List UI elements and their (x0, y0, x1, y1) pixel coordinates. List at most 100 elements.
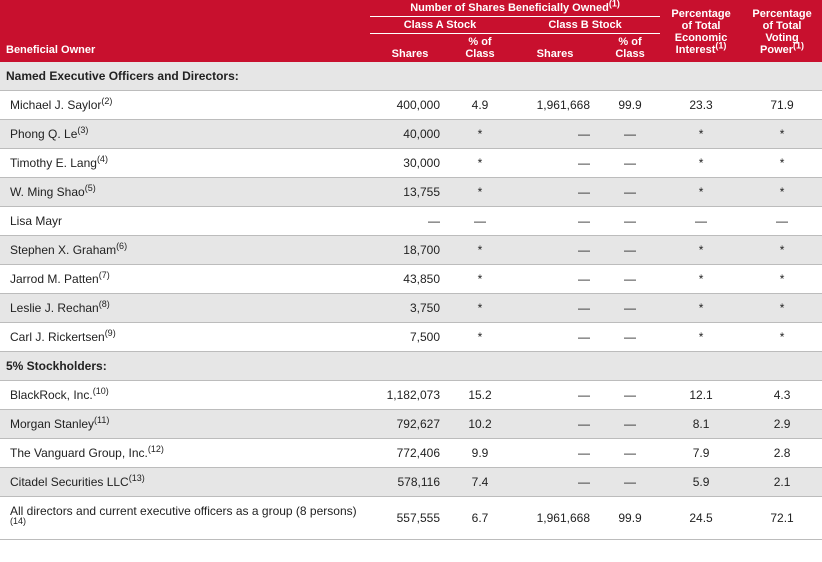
table-body: Named Executive Officers and Directors:M… (0, 62, 822, 540)
footnote-ref: (4) (97, 154, 108, 164)
owner-name: Phong Q. Le(3) (0, 120, 370, 149)
shares-b: — (510, 120, 600, 149)
footnote-ref: (7) (99, 270, 110, 280)
pct-b: 99.9 (600, 91, 660, 120)
pct-b: — (600, 410, 660, 439)
pct-a: — (450, 207, 510, 236)
voting-power: * (742, 323, 822, 352)
table-row: Michael J. Saylor(2)400,0004.91,961,6689… (0, 91, 822, 120)
shares-b: — (510, 236, 600, 265)
pct-b: — (600, 439, 660, 468)
footnote-ref: (6) (116, 241, 127, 251)
shares-b: 1,961,668 (510, 91, 600, 120)
owner-name: Stephen X. Graham(6) (0, 236, 370, 265)
table-row: Carl J. Rickertsen(9)7,500*——** (0, 323, 822, 352)
table-row: All directors and current executive offi… (0, 497, 822, 540)
table-row: W. Ming Shao(5)13,755*——** (0, 178, 822, 207)
shares-b: — (510, 207, 600, 236)
voting-power: 71.9 (742, 91, 822, 120)
hdr-shares-owned-text: Number of Shares Beneficially Owned (410, 2, 609, 14)
section-row: Named Executive Officers and Directors: (0, 62, 822, 91)
shares-a: 3,750 (370, 294, 450, 323)
pct-a: 4.9 (450, 91, 510, 120)
owner-name: Timothy E. Lang(4) (0, 149, 370, 178)
owner-name: Carl J. Rickertsen(9) (0, 323, 370, 352)
owner-name: Lisa Mayr (0, 207, 370, 236)
econ-interest: — (660, 207, 742, 236)
footnote-ref: (14) (10, 516, 26, 526)
shares-a: 1,182,073 (370, 381, 450, 410)
pct-a: * (450, 178, 510, 207)
voting-power: 4.3 (742, 381, 822, 410)
pct-a: * (450, 120, 510, 149)
shares-a: 578,116 (370, 468, 450, 497)
pct-a: 10.2 (450, 410, 510, 439)
table-row: Leslie J. Rechan(8)3,750*——** (0, 294, 822, 323)
col-shares-a: Shares (370, 34, 450, 63)
econ-interest: 8.1 (660, 410, 742, 439)
pct-b: 99.9 (600, 497, 660, 540)
shares-b: — (510, 410, 600, 439)
econ-interest: 24.5 (660, 497, 742, 540)
voting-power: 2.8 (742, 439, 822, 468)
owner-name: The Vanguard Group, Inc.(12) (0, 439, 370, 468)
col-shares-b: Shares (510, 34, 600, 63)
econ-interest: 7.9 (660, 439, 742, 468)
pct-b: — (600, 149, 660, 178)
shares-a: 792,627 (370, 410, 450, 439)
econ-interest: * (660, 236, 742, 265)
table-row: Phong Q. Le(3)40,000*——** (0, 120, 822, 149)
pct-a: 7.4 (450, 468, 510, 497)
pct-b: — (600, 468, 660, 497)
footnote-ref: (13) (129, 473, 145, 483)
shares-b: — (510, 439, 600, 468)
econ-interest: * (660, 178, 742, 207)
voting-power: — (742, 207, 822, 236)
econ-interest: 12.1 (660, 381, 742, 410)
shares-b: 1,961,668 (510, 497, 600, 540)
hdr-shares-owned-sup: (1) (609, 0, 620, 8)
shares-b: — (510, 323, 600, 352)
owner-name: Michael J. Saylor(2) (0, 91, 370, 120)
voting-power: * (742, 178, 822, 207)
pct-a: * (450, 294, 510, 323)
shares-a: 557,555 (370, 497, 450, 540)
econ-interest: * (660, 265, 742, 294)
voting-power: * (742, 294, 822, 323)
voting-power: 72.1 (742, 497, 822, 540)
econ-interest: * (660, 294, 742, 323)
table-row: The Vanguard Group, Inc.(12)772,4069.9——… (0, 439, 822, 468)
pct-a: * (450, 149, 510, 178)
col-econ-interest: Percentage of Total Economic Interest(1) (660, 0, 742, 62)
pct-a: 15.2 (450, 381, 510, 410)
pct-a: * (450, 323, 510, 352)
owner-name: Citadel Securities LLC(13) (0, 468, 370, 497)
owner-name: All directors and current executive offi… (0, 497, 370, 540)
section-row: 5% Stockholders: (0, 352, 822, 381)
pct-a: 6.7 (450, 497, 510, 540)
econ-interest: 23.3 (660, 91, 742, 120)
voting-power: * (742, 265, 822, 294)
table-row: Timothy E. Lang(4)30,000*——** (0, 149, 822, 178)
shares-b: — (510, 381, 600, 410)
col-pct-a: % of Class (450, 34, 510, 63)
shares-a: — (370, 207, 450, 236)
footnote-ref: (10) (93, 386, 109, 396)
voting-power: * (742, 149, 822, 178)
col-pct-b: % of Class (600, 34, 660, 63)
shares-a: 30,000 (370, 149, 450, 178)
owner-name: Leslie J. Rechan(8) (0, 294, 370, 323)
voting-power: * (742, 236, 822, 265)
econ-interest: * (660, 149, 742, 178)
hdr-class-b: Class B Stock (510, 17, 660, 34)
voting-power: 2.9 (742, 410, 822, 439)
econ-interest: 5.9 (660, 468, 742, 497)
pct-b: — (600, 120, 660, 149)
table-header: Beneficial Owner Number of Shares Benefi… (0, 0, 822, 62)
table-row: Citadel Securities LLC(13)578,1167.4——5.… (0, 468, 822, 497)
footnote-ref: (5) (85, 183, 96, 193)
col-voting-power: Percentage of Total Voting Power(1) (742, 0, 822, 62)
pct-b: — (600, 265, 660, 294)
voting-power: * (742, 120, 822, 149)
shares-b: — (510, 468, 600, 497)
